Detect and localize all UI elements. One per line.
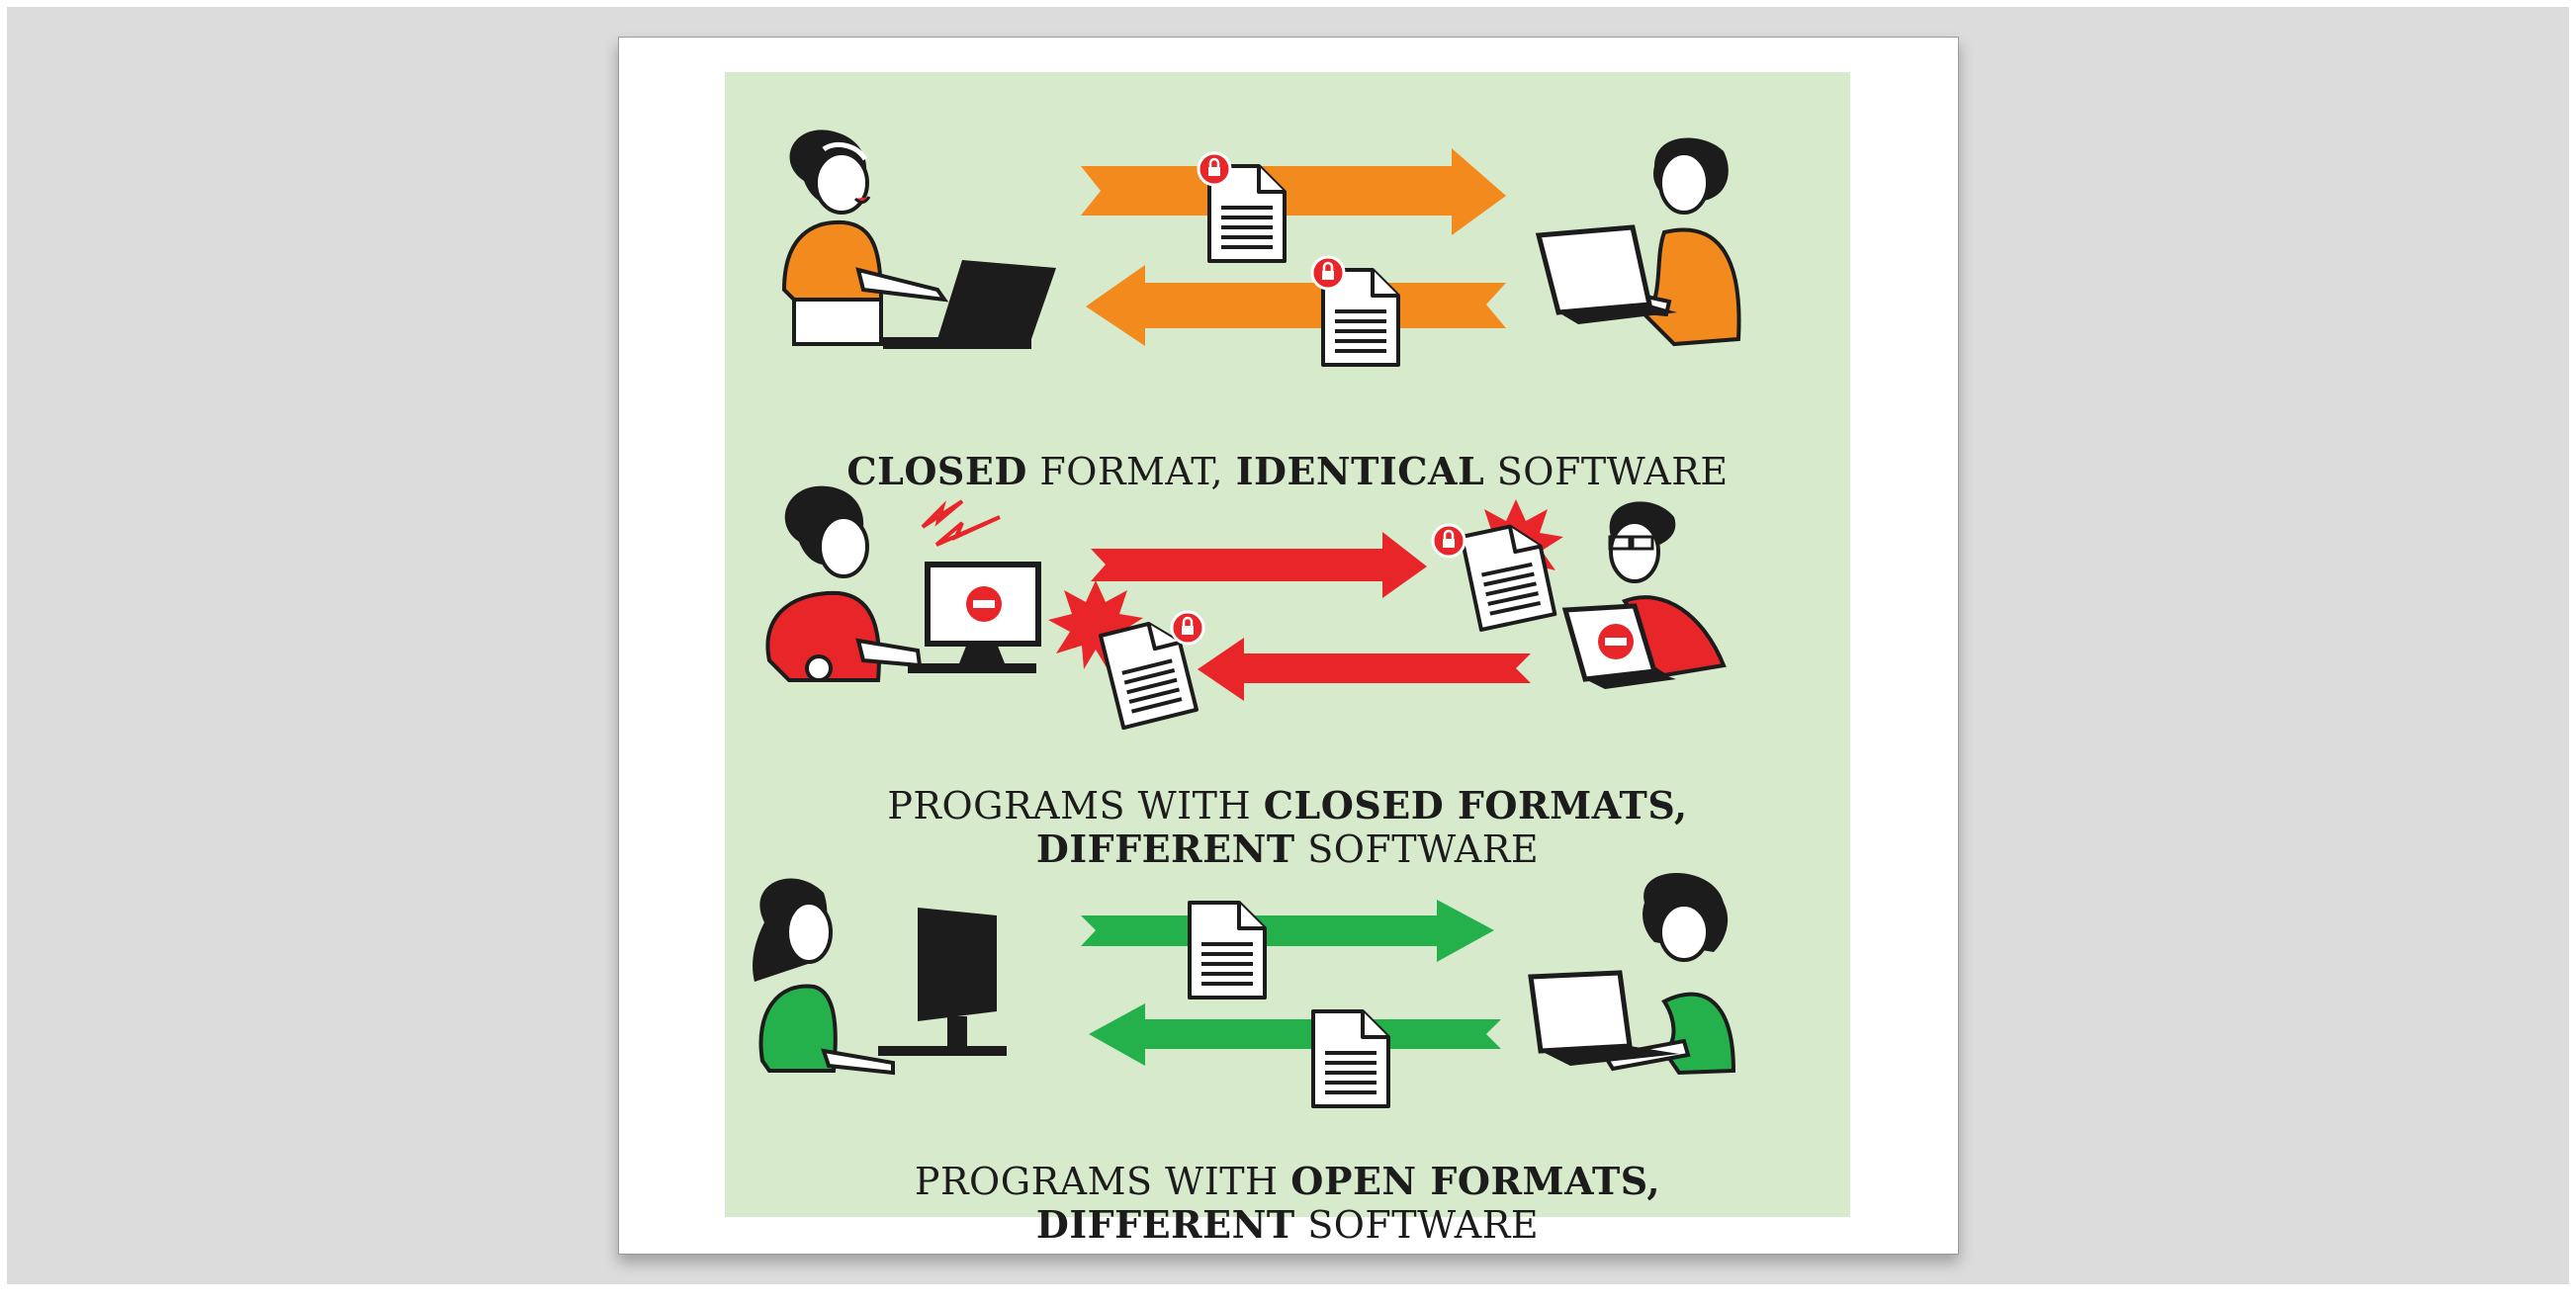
document-page: CLOSED FORMAT, IDENTICAL SOFTWARE PROGRA… bbox=[618, 37, 1959, 1255]
man-green bbox=[1601, 873, 1736, 1076]
caption-text: SOFTWARE bbox=[1307, 827, 1540, 871]
caption-word-identical: IDENTICAL bbox=[1235, 449, 1485, 493]
document-icon bbox=[1188, 901, 1267, 1000]
caption-line-1: PROGRAMS WITH OPEN FORMATS, bbox=[725, 1159, 1850, 1204]
caption-emphasis: DIFFERENT bbox=[1035, 1202, 1295, 1247]
desktop-monitor-icon bbox=[878, 908, 1007, 1056]
row-open-different bbox=[753, 873, 1736, 1108]
caption-closed-identical: CLOSED FORMAT, IDENTICAL SOFTWARE bbox=[725, 449, 1850, 494]
desktop-monitor-icon bbox=[908, 562, 1041, 673]
caption-closed-different: PROGRAMS WITH CLOSED FORMATS, DIFFERENT … bbox=[725, 783, 1850, 872]
caption-text: SOFTWARE bbox=[1307, 1203, 1540, 1247]
laptop-icon bbox=[1535, 224, 1677, 324]
padlock-badge-icon bbox=[1197, 151, 1232, 187]
caption-word-format: FORMAT, bbox=[1039, 450, 1224, 493]
illustration-panel: CLOSED FORMAT, IDENTICAL SOFTWARE PROGRA… bbox=[725, 72, 1850, 1247]
caption-word-software: SOFTWARE bbox=[1496, 450, 1729, 493]
row-closed-identical bbox=[781, 130, 1741, 367]
no-entry-icon bbox=[1598, 624, 1634, 659]
caption-line-2: DIFFERENT SOFTWARE bbox=[725, 1202, 1850, 1248]
document-icon bbox=[1311, 1009, 1390, 1108]
orange-arrow-left bbox=[1086, 265, 1506, 346]
laptop-icon bbox=[883, 260, 1056, 349]
caption-line-1: PROGRAMS WITH CLOSED FORMATS, bbox=[725, 783, 1850, 828]
green-arrow-right bbox=[1081, 900, 1494, 962]
caption-line-2: DIFFERENT SOFTWARE bbox=[725, 826, 1850, 872]
caption-text: PROGRAMS WITH bbox=[887, 784, 1252, 827]
caption-emphasis: OPEN FORMATS, bbox=[1290, 1159, 1661, 1203]
woman-red bbox=[765, 485, 923, 682]
green-arrow-left bbox=[1089, 1003, 1501, 1066]
red-arrow-right bbox=[1091, 532, 1427, 598]
padlock-badge-icon bbox=[1170, 610, 1205, 646]
lightning-bolt-icon bbox=[921, 499, 1001, 547]
caption-emphasis: CLOSED FORMATS, bbox=[1263, 783, 1688, 827]
caption-text: PROGRAMS WITH bbox=[914, 1160, 1279, 1203]
woman-green bbox=[753, 878, 895, 1076]
caption-emphasis: DIFFERENT bbox=[1035, 826, 1295, 871]
padlock-badge-icon bbox=[1431, 523, 1466, 559]
no-entry-icon bbox=[966, 586, 1002, 622]
file-format-illustration bbox=[753, 130, 1741, 1108]
red-arrow-left bbox=[1198, 638, 1531, 701]
orange-arrow-right bbox=[1081, 148, 1506, 235]
padlock-badge-icon bbox=[1310, 255, 1346, 291]
caption-open-different: PROGRAMS WITH OPEN FORMATS, DIFFERENT SO… bbox=[725, 1159, 1850, 1248]
caption-word-closed: CLOSED bbox=[846, 449, 1027, 493]
woman-orange bbox=[781, 130, 949, 346]
row-closed-different bbox=[765, 485, 1727, 731]
laptop-icon bbox=[1528, 970, 1679, 1066]
